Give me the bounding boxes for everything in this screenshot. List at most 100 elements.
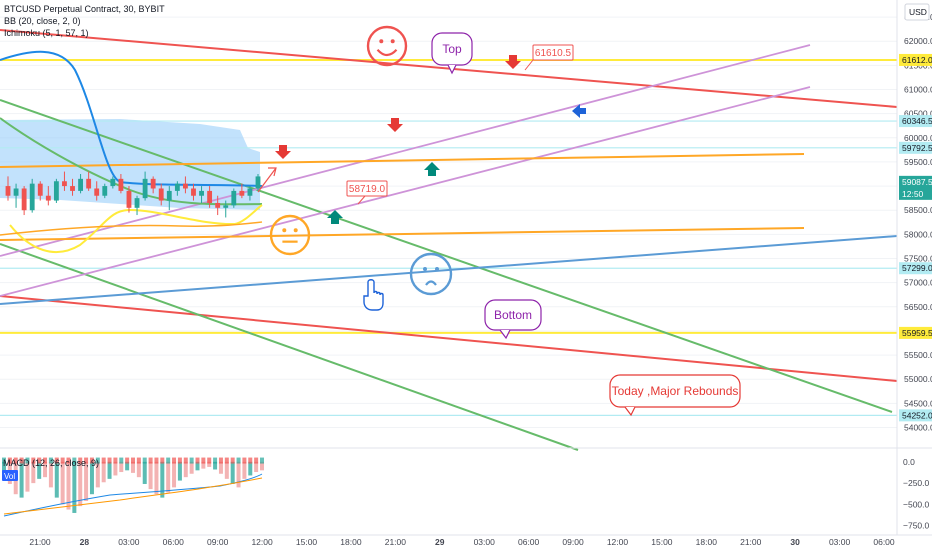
price-callout[interactable]: 58719.0 (346, 180, 388, 197)
volume-bar (224, 457, 229, 464)
candle[interactable] (29, 178, 35, 213)
candle-body (199, 190, 204, 196)
price-callout[interactable]: 61610.5 (532, 44, 574, 61)
price-axis-label[interactable]: 61612.0 (899, 53, 932, 66)
trendline-orange-upper[interactable] (0, 153, 805, 168)
candle[interactable] (174, 181, 180, 196)
price-axis-label[interactable]: 57299.0 (899, 262, 932, 275)
indicator-ichimoku-label[interactable]: Ichimoku (5, 1, 57, 1) (4, 28, 89, 38)
price-label-bg (899, 175, 932, 200)
time-axis-tick: 06:00 (873, 537, 895, 547)
up-arrow-icon[interactable] (327, 210, 343, 224)
price-axis-label[interactable]: 59087.5 12:50 (899, 175, 932, 200)
candle[interactable] (70, 178, 75, 196)
volume-bar (48, 457, 53, 464)
candle[interactable] (207, 186, 213, 208)
candle[interactable] (231, 188, 237, 208)
candle[interactable] (21, 186, 27, 216)
neutral-face-icon[interactable] (269, 214, 311, 256)
bottom-bubble[interactable]: Bottom (484, 299, 542, 340)
candle[interactable] (102, 183, 108, 199)
down-arrow-icon[interactable] (275, 145, 291, 159)
volume-bar (7, 457, 12, 464)
price-axis-tick: 58000.0 (904, 229, 932, 239)
worried-face-icon[interactable] (409, 252, 453, 296)
candle[interactable] (158, 183, 164, 206)
price-axis-label[interactable]: 59792.5 (899, 141, 932, 154)
candle[interactable] (239, 183, 245, 199)
candle[interactable] (215, 195, 221, 216)
price-axis-label[interactable]: 55959.5 (899, 326, 932, 339)
candle[interactable] (13, 183, 19, 208)
macd-histogram-bar (60, 461, 65, 505)
candle[interactable] (191, 183, 196, 201)
volume-bar (84, 457, 89, 464)
macd-histogram-bar (183, 461, 188, 478)
trendline-green-upper[interactable] (0, 99, 893, 413)
volume-bar (242, 457, 247, 464)
price-axis-tick: 57000.0 (904, 278, 932, 288)
candle[interactable] (134, 195, 140, 216)
macd-signal-line (3, 477, 263, 515)
macd-histogram-bar (95, 461, 100, 488)
countdown-text: 12:50 (902, 189, 924, 199)
down-arrow-icon[interactable] (387, 118, 403, 132)
volume-bar (201, 457, 206, 464)
trendline-purple-upper[interactable] (0, 44, 811, 257)
candle-body (150, 178, 156, 189)
price-label-bg (899, 262, 932, 275)
down-arrow-icon[interactable] (505, 55, 521, 69)
left-arrow-icon[interactable] (572, 104, 586, 118)
macd-histogram-bar (89, 461, 94, 495)
macd-histogram-bar (177, 461, 182, 481)
macd-histogram-bar (236, 461, 241, 488)
price-axis-label[interactable]: 60346.5 (899, 115, 932, 128)
macd-histogram-bar (224, 461, 229, 479)
candle[interactable] (199, 186, 204, 203)
trendline-blue[interactable] (0, 235, 898, 305)
trendline-green-lower[interactable] (0, 243, 579, 451)
rebound-bubble[interactable]: Today ,Major Rebounds (609, 374, 741, 417)
top-bubble[interactable]: Top (431, 32, 473, 75)
candle[interactable] (62, 171, 67, 191)
candle[interactable] (142, 171, 148, 201)
candle[interactable] (118, 174, 124, 194)
price-axis-label[interactable]: 54252.0 (899, 409, 932, 422)
candle[interactable] (183, 176, 188, 194)
symbol-title[interactable]: BTCUSD Perpetual Contract, 30, BYBIT (4, 4, 165, 14)
currency-badge[interactable] (904, 3, 930, 21)
trendline-red-lower[interactable] (0, 295, 898, 382)
up-arrow-icon[interactable] (424, 162, 440, 176)
candle[interactable] (126, 186, 132, 213)
candle[interactable] (5, 176, 11, 201)
candle[interactable] (86, 171, 92, 191)
candle[interactable] (166, 186, 172, 211)
volume-bar (213, 457, 218, 464)
pointing-hand-icon[interactable] (363, 279, 384, 311)
candle[interactable] (247, 186, 253, 201)
macd-histogram-bar (2, 461, 6, 473)
trendline-purple-lower[interactable] (0, 86, 811, 297)
candle[interactable] (255, 174, 261, 191)
candle-body (70, 186, 75, 191)
macd-axis-tick: −250.0 (903, 478, 930, 488)
happy-face-icon[interactable] (366, 25, 408, 67)
candle[interactable] (53, 178, 59, 203)
macd-histogram-bar (48, 461, 53, 488)
candle[interactable] (45, 186, 51, 206)
candle[interactable] (37, 181, 43, 201)
candle[interactable] (223, 200, 229, 218)
candle[interactable] (150, 176, 156, 194)
candle-body (29, 183, 35, 211)
trendline-red-upper[interactable] (0, 29, 898, 108)
candle[interactable] (94, 181, 100, 201)
indicator-bb-label[interactable]: BB (20, close, 2, 0) (4, 16, 81, 26)
vol-label: Vol (4, 472, 15, 481)
volume-bar (78, 457, 83, 464)
candle-body (239, 190, 245, 196)
macd-line (3, 473, 263, 517)
candle[interactable] (110, 176, 116, 189)
trendline-orange-lower[interactable] (0, 227, 805, 241)
candle[interactable] (78, 174, 83, 194)
